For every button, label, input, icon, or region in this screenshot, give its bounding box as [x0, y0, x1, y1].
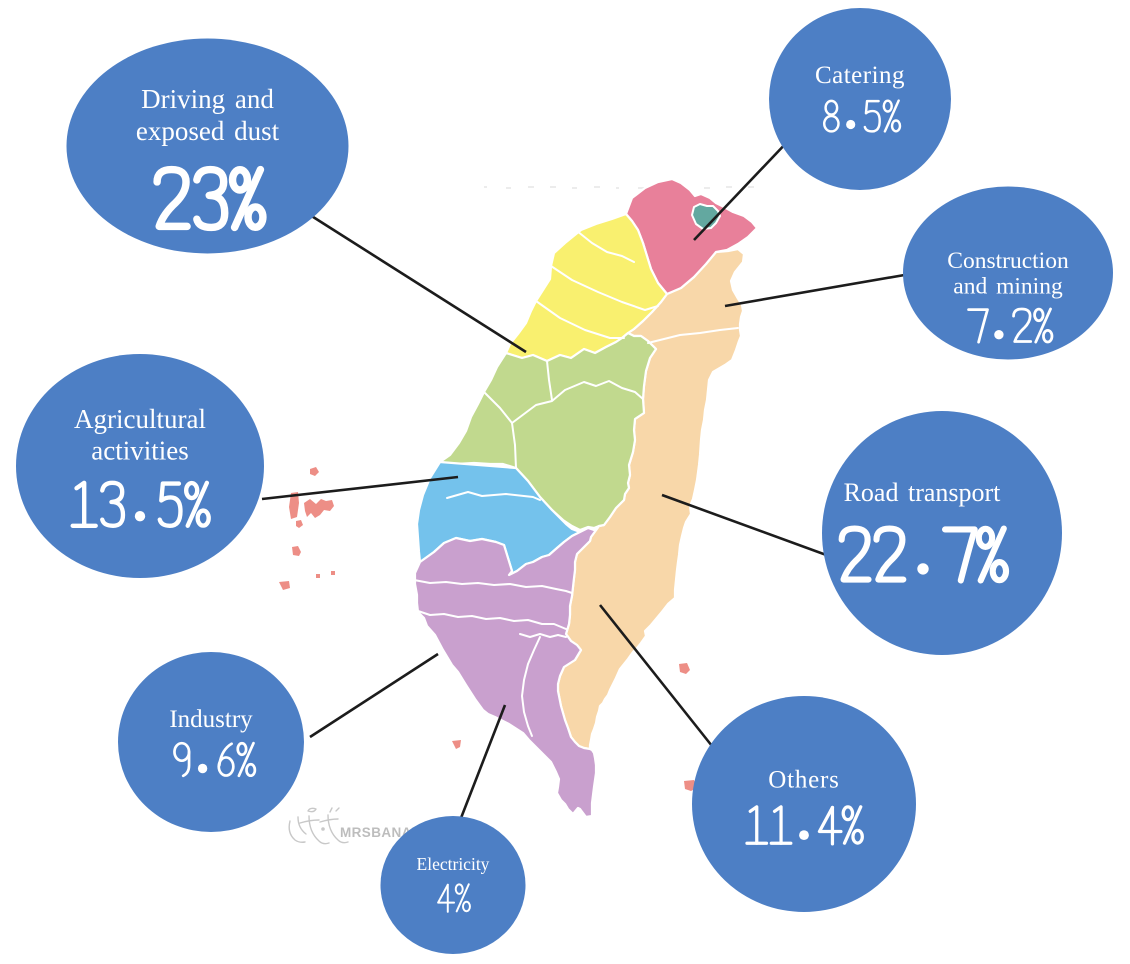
svg-text:Catering: Catering	[815, 62, 905, 89]
svg-text:and mining: and mining	[953, 274, 1063, 300]
svg-text:Others: Others	[768, 766, 839, 793]
svg-text:Road transport: Road transport	[844, 478, 1002, 507]
svg-text:Driving and: Driving and	[141, 84, 274, 114]
svg-text:Industry: Industry	[169, 706, 253, 733]
svg-text:exposed dust: exposed dust	[136, 116, 280, 146]
svg-text:Construction: Construction	[947, 248, 1069, 274]
svg-text:Electricity: Electricity	[417, 854, 490, 874]
svg-text:Agricultural: Agricultural	[74, 404, 206, 434]
svg-text:activities: activities	[91, 436, 188, 466]
